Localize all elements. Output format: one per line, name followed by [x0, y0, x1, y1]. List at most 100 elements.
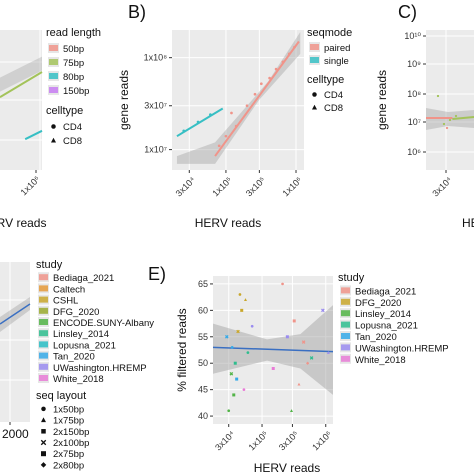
panel-c-label: C)	[398, 2, 417, 22]
panel-b-legend-label: CD4	[324, 90, 343, 101]
panel-e-legend-label: Lopusna_2021	[355, 321, 418, 332]
panel-b-fit-paired	[214, 40, 300, 157]
panel-a-legend-marker	[51, 124, 56, 129]
panel-c-x-axis-title: HERV reads	[462, 216, 474, 230]
panel-e-point-Lopusna_2021	[233, 361, 237, 365]
panel-a-legend-title: read length	[46, 27, 101, 39]
panel-c-y-tick-label: 10⁸	[407, 89, 421, 99]
panel-e-point-White_2018	[271, 367, 275, 370]
panel-e-legend-label: Bediaga_2021	[355, 286, 416, 297]
panel-d-legend-marker	[41, 417, 46, 423]
panel-background	[0, 262, 30, 422]
panel-e-x-tick-label: 3x10⁴	[213, 429, 237, 453]
panel-e-legend-label: DFG_2020	[355, 298, 401, 309]
panel-b-legend-swatch	[310, 57, 319, 63]
panel-c-point	[445, 126, 449, 130]
panel-b-x-tick-label: 1x10⁵	[210, 175, 234, 199]
panel-c-grid	[426, 30, 474, 170]
panel-d-legend-label: 2x80bp	[53, 460, 84, 471]
panel-a-legend-swatch	[49, 45, 58, 51]
panel-e-y-tick-label: 55	[198, 332, 208, 342]
panel-d-legend-label: Tan_2020	[53, 352, 95, 363]
panel-b-x-axis-title: HERV reads	[195, 216, 261, 230]
panel-e-legend-label: Linsley_2014	[355, 309, 411, 320]
panel-e-point-UWashington.HREMP	[285, 335, 289, 339]
panel-b-y-tick-label: 3x10⁷	[144, 101, 167, 111]
panel-d-legend-swatch	[39, 285, 48, 292]
panel-e-legend-swatch	[341, 333, 350, 339]
panel-c-y-tick-label: 10¹⁰	[404, 31, 421, 41]
panel-a-legend-label: CD4	[63, 122, 82, 133]
panel-a-ribbon	[0, 56, 42, 92]
panel-e-legend-label: Tan_2020	[355, 332, 397, 343]
panel-c-y-tick-label: 10⁶	[407, 147, 421, 157]
panel-e-point-DFG_2020	[243, 298, 247, 301]
panel-a-x-axis-title: HERV reads	[0, 216, 46, 230]
panel-e-point-Bediaga_2021	[297, 382, 301, 386]
panel-c-point	[442, 122, 446, 126]
panel-e-x-tick-label: 3x10⁵	[277, 429, 301, 453]
panel-e-point-Lopusna_2021	[246, 351, 250, 354]
panel-e-y-tick-label: 50	[198, 358, 208, 368]
panel-a-fit-80bp	[24, 129, 43, 141]
panel-c-point	[448, 118, 452, 122]
panel-e-point-Tan_2020	[224, 334, 229, 339]
panel-a-legend-swatch	[49, 73, 58, 79]
panel-c-fit-line	[452, 116, 474, 120]
panel-b-point-paired	[259, 82, 263, 86]
panel-a-legend-label: 80bp	[63, 72, 84, 83]
panel-a-legend-swatch	[49, 59, 58, 65]
panel-a-grid	[0, 30, 42, 170]
panel-d-legend-swatch	[39, 274, 48, 281]
panel-e-y-tick-label: 60	[198, 305, 208, 315]
panel-d-legend-label: 1x50bp	[53, 404, 84, 415]
panel-b-y-tick-label: 1x10⁷	[144, 145, 167, 155]
panel-e-legend-label: UWashington.HREMP	[355, 343, 449, 354]
panel-b-point-paired	[245, 104, 249, 108]
panel-e-legend-swatch	[341, 344, 350, 351]
panel-d-legend-label: DFG_2020	[53, 307, 99, 318]
panel-e-legend-swatch	[341, 321, 350, 328]
panel-b-grid	[172, 30, 304, 170]
panel-c-point	[436, 94, 440, 98]
panel-d-legend-label: ENCODE.SUNY-Albany	[53, 318, 154, 329]
panel-d-legend-swatch	[39, 363, 48, 370]
panel-d-legend-marker	[41, 451, 46, 457]
panel-e-point-White_2018	[242, 388, 246, 391]
panel-a-legend-label: CD8	[63, 136, 82, 147]
panel-e-legend-swatch	[341, 310, 350, 317]
panel-d-legend-label: White_2018	[53, 374, 104, 385]
panel-e-point-DFG_2020	[236, 329, 240, 334]
panel-d-x-tick-label: 2000	[2, 427, 29, 441]
panel-d-legend-marker	[40, 462, 47, 468]
panel-e-point-Linsley_2014	[289, 409, 293, 412]
panel-a-legend-label: 75bp	[63, 58, 84, 69]
panel-b-legend-label: single	[324, 56, 349, 67]
panel-e-x-tick-label: 1x10⁵	[246, 429, 270, 453]
panel-b-legend-title: seqmode	[307, 27, 352, 39]
panel-d-legend-label: Caltech	[53, 284, 85, 295]
panel-e-legend-swatch	[341, 298, 350, 305]
panel-c-y-axis-title: gene reads	[375, 70, 389, 130]
panel-e-y-tick-label: 40	[198, 411, 208, 421]
panel-e-point-Bediaga_2021	[292, 319, 296, 323]
panel-d-legend-label: Linsley_2014	[53, 329, 109, 340]
panel-e-point-DFG_2020	[238, 293, 242, 296]
panel-d-legend-label: UWashington.HREMP	[53, 363, 147, 374]
panel-e-point-Tan_2020	[235, 377, 239, 381]
panel-d-legend-swatch	[39, 341, 48, 348]
panel-c-y-tick-label: 10⁹	[407, 59, 421, 69]
panel-a-legend-marker	[51, 137, 56, 143]
panel-d-legend-swatch	[39, 296, 48, 303]
panel-d-legend-title: seq layout	[36, 390, 86, 402]
panel-b-fit-single	[176, 107, 224, 138]
panel-d-legend-label: 2x150bp	[53, 427, 89, 438]
panel-a-legend-label: 50bp	[63, 44, 84, 55]
panel-e-y-axis-title: % filtered reads	[175, 308, 189, 391]
panel-b-point-paired	[217, 144, 221, 148]
panel-c-x-tick-label: 3x10⁴	[430, 175, 454, 199]
panel-b-y-tick-label: 1x10⁸	[144, 53, 168, 63]
panel-d-legend-label: Lopusna_2021	[53, 340, 116, 351]
panel-e-x-tick-label: 1x10⁶	[310, 429, 334, 453]
